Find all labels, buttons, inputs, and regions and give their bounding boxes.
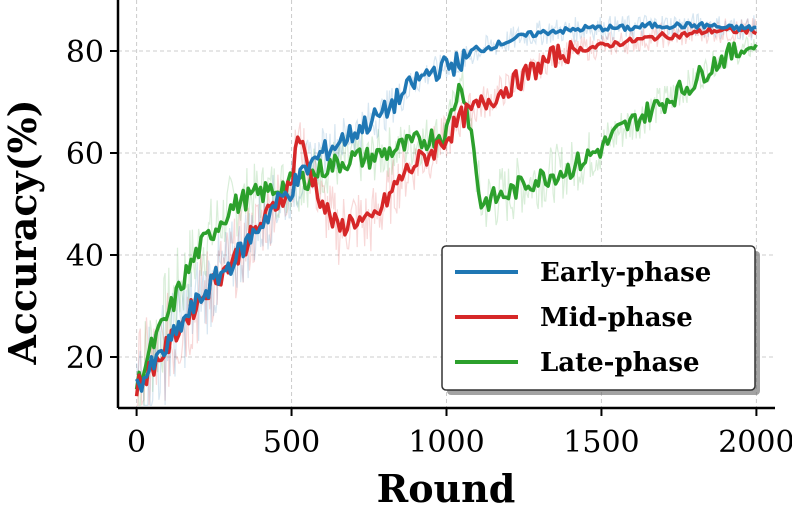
series-lines <box>134 20 758 397</box>
legend-label: Mid-phase <box>540 303 693 333</box>
legend-label: Early-phase <box>540 258 711 288</box>
x-tick-label: 1000 <box>408 425 484 460</box>
x-tick-label: 0 <box>127 425 146 460</box>
legend-label: Late-phase <box>540 348 700 378</box>
legend: Early-phase Mid-phase Late-phase <box>441 245 760 395</box>
series-line-mid-phase <box>134 25 758 397</box>
y-tick-label: 40 <box>66 239 104 274</box>
y-ticks: 20 40 60 80 <box>66 35 118 376</box>
series-line-late-phase <box>134 41 758 390</box>
y-tick-label: 20 <box>66 341 104 376</box>
y-axis-title: Accuracy(%) <box>0 99 45 365</box>
legend-box <box>441 245 756 391</box>
y-tick-label: 80 <box>66 35 104 70</box>
x-ticks: 0 500 1000 1500 2000 <box>127 408 792 460</box>
x-tick-label: 1500 <box>563 425 639 460</box>
x-tick-label: 500 <box>263 425 320 460</box>
x-axis-title: Round <box>377 466 516 506</box>
y-tick-label: 60 <box>66 137 104 172</box>
series-line-early-phase <box>135 20 757 393</box>
x-tick-label: 2000 <box>718 425 792 460</box>
